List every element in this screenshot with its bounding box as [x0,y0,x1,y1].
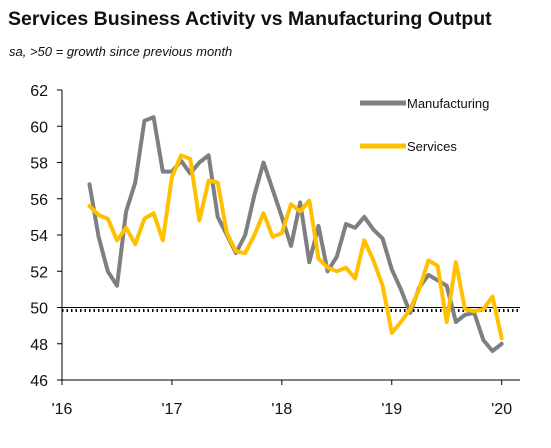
x-tick-label: '19 [381,401,402,418]
y-tick-label: 46 [30,373,48,390]
x-tick-label: '17 [161,401,182,418]
y-tick-label: 50 [30,301,48,318]
y-tick-label: 52 [30,264,48,281]
legend: Manufacturing Services [360,96,489,154]
y-tick-label: 58 [30,156,48,173]
axes-group: 46 48 50 52 54 56 58 60 62 '16 '17 '18 '19 '20 [30,83,520,418]
x-tick-label: '20 [491,401,512,418]
legend-label-services: Services [407,139,457,154]
chart-subtitle: sa, >50 = growth since previous month [9,44,233,59]
y-tick-label: 60 [30,119,48,136]
y-tick-label: 54 [30,228,48,245]
chart-title: Services Business Activity vs Manufactur… [8,8,492,30]
series-line-manufacturing [87,115,504,353]
y-tick-label: 48 [30,337,48,354]
x-tick-label: '16 [52,401,73,418]
x-tick-label: '18 [271,401,292,418]
y-tick-label: 62 [30,83,48,100]
series-line-services [87,153,504,341]
series-group [87,115,504,353]
legend-label-manufacturing: Manufacturing [407,96,489,111]
y-tick-label: 56 [30,192,48,209]
